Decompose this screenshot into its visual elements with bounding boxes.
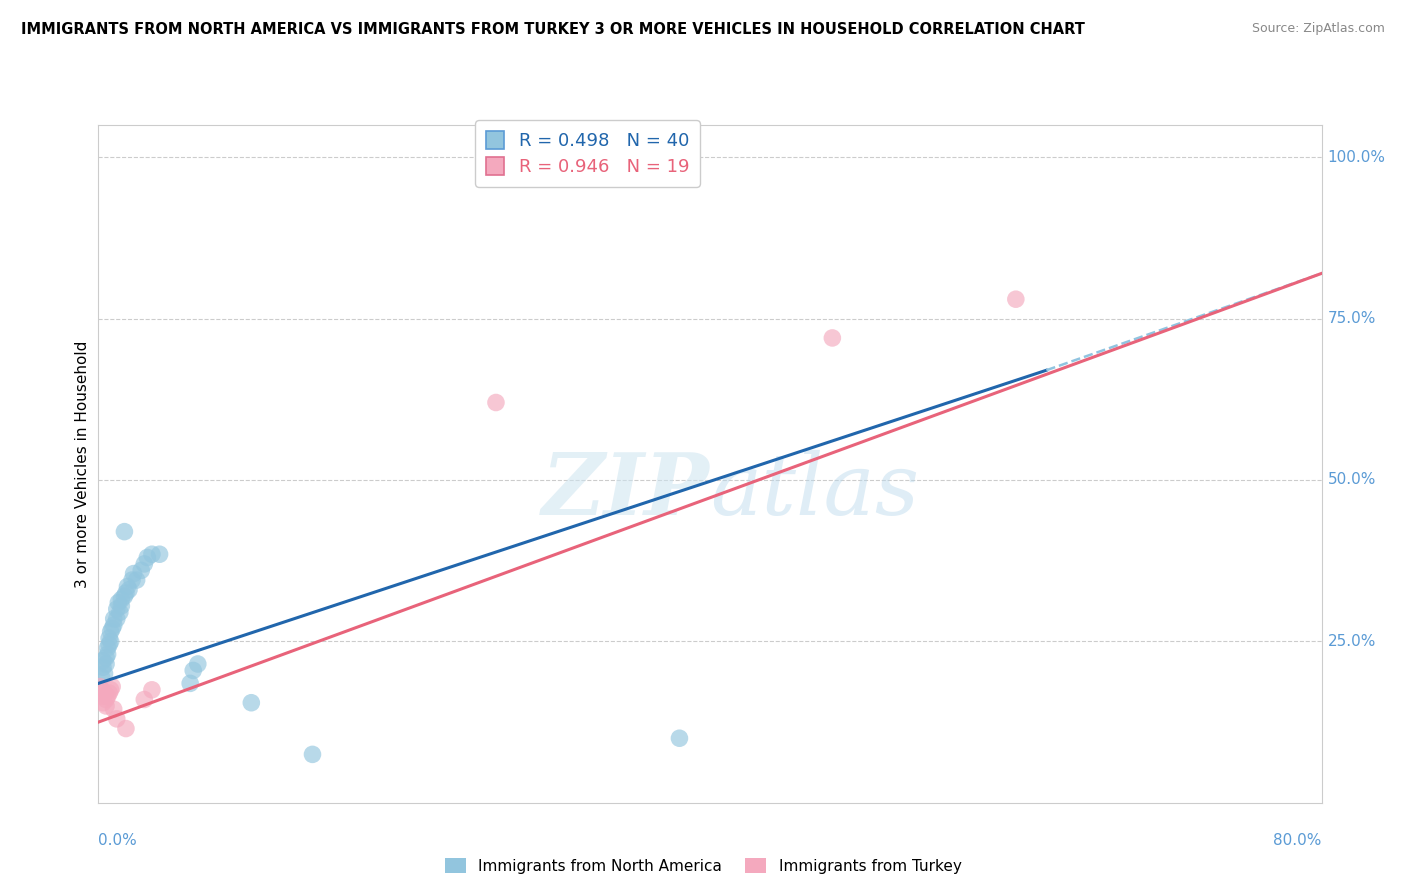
Text: 50.0%: 50.0% [1327, 473, 1376, 488]
Text: ZIP: ZIP [543, 450, 710, 533]
Point [91, 654, 114, 668]
Point [105, 602, 128, 616]
Point [108, 605, 131, 619]
Text: 100.0%: 100.0% [1327, 150, 1386, 165]
Point [107, 596, 129, 610]
Point [97, 690, 120, 704]
Point [141, 682, 163, 697]
Point [93, 666, 115, 681]
Point [93, 686, 115, 700]
Point [149, 547, 172, 561]
Point [125, 573, 148, 587]
Legend: R = 0.498   N = 40, R = 0.946   N = 19: R = 0.498 N = 40, R = 0.946 N = 19 [475, 120, 700, 186]
Point [101, 622, 124, 636]
Point [179, 676, 201, 690]
Point [105, 712, 128, 726]
Point [115, 586, 138, 600]
Point [134, 692, 156, 706]
Point [94, 692, 117, 706]
Point [103, 702, 125, 716]
Point [115, 722, 138, 736]
Point [136, 550, 159, 565]
Point [94, 657, 117, 671]
Point [91, 696, 114, 710]
Point [141, 547, 163, 561]
Point [94, 698, 117, 713]
Point [90, 670, 112, 684]
Point [105, 612, 128, 626]
Point [89, 680, 111, 694]
Point [110, 592, 132, 607]
Point [122, 566, 145, 581]
Text: atlas: atlas [710, 450, 920, 533]
Point [121, 573, 143, 587]
Point [668, 731, 690, 746]
Point [90, 682, 112, 697]
Point [98, 638, 121, 652]
Point [103, 612, 125, 626]
Text: 75.0%: 75.0% [1327, 311, 1376, 326]
Point [821, 331, 844, 345]
Point [301, 747, 323, 762]
Point [91, 660, 114, 674]
Point [100, 682, 122, 697]
Point [97, 648, 120, 662]
Point [134, 557, 156, 571]
Text: 0.0%: 0.0% [98, 833, 138, 848]
Point [112, 589, 135, 603]
Point [240, 696, 263, 710]
Point [101, 680, 124, 694]
Point [1004, 292, 1026, 306]
Point [117, 580, 139, 594]
Point [112, 524, 135, 539]
Point [187, 657, 209, 671]
Legend: Immigrants from North America, Immigrants from Turkey: Immigrants from North America, Immigrant… [439, 852, 967, 880]
Text: IMMIGRANTS FROM NORTH AMERICA VS IMMIGRANTS FROM TURKEY 3 OR MORE VEHICLES IN HO: IMMIGRANTS FROM NORTH AMERICA VS IMMIGRA… [21, 22, 1085, 37]
Point [129, 563, 152, 577]
Point [100, 634, 122, 648]
Text: Source: ZipAtlas.com: Source: ZipAtlas.com [1251, 22, 1385, 36]
Point [97, 640, 120, 655]
Point [94, 650, 117, 665]
Point [91, 690, 114, 704]
Point [100, 624, 122, 639]
Point [98, 631, 121, 645]
Point [181, 664, 204, 678]
Point [110, 599, 132, 613]
Text: 25.0%: 25.0% [1327, 634, 1376, 648]
Point [118, 582, 141, 597]
Text: 80.0%: 80.0% [1274, 833, 1322, 848]
Point [485, 395, 508, 409]
Point [103, 618, 125, 632]
Y-axis label: 3 or more Vehicles in Household: 3 or more Vehicles in Household [75, 340, 90, 588]
Point [98, 686, 121, 700]
